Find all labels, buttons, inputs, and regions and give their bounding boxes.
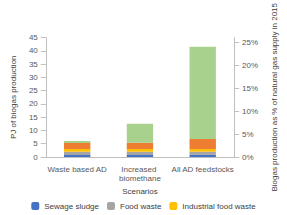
svg-text:Food waste: Food waste: [120, 202, 162, 211]
svg-text:20%: 20%: [242, 61, 258, 70]
svg-text:Scenarios: Scenarios: [122, 187, 158, 196]
svg-text:Increased: Increased: [121, 165, 158, 174]
svg-text:0%: 0%: [242, 153, 254, 162]
svg-text:Waste based AD: Waste based AD: [48, 165, 108, 174]
svg-text:35: 35: [29, 60, 38, 69]
svg-text:Sewage sludge: Sewage sludge: [44, 202, 99, 211]
svg-text:All AD feedstocks: All AD feedstocks: [172, 165, 234, 174]
svg-text:15%: 15%: [242, 84, 258, 93]
svg-text:45: 45: [29, 33, 38, 42]
svg-text:15: 15: [29, 113, 38, 122]
svg-text:PJ of biogas production: PJ of biogas production: [9, 55, 18, 139]
svg-text:Biogas production as % of natu: Biogas production as % of natural gas su…: [270, 2, 279, 191]
svg-text:0: 0: [33, 153, 38, 162]
svg-text:biomethane: biomethane: [119, 174, 161, 183]
svg-text:25: 25: [29, 86, 38, 95]
svg-text:Industrial food waste: Industrial food waste: [182, 202, 256, 211]
svg-text:5: 5: [33, 139, 38, 148]
svg-text:40: 40: [29, 46, 38, 55]
svg-text:20: 20: [29, 99, 38, 108]
svg-text:25%: 25%: [242, 38, 258, 47]
svg-text:10%: 10%: [242, 107, 258, 116]
svg-text:10: 10: [29, 126, 38, 135]
svg-text:30: 30: [29, 73, 38, 82]
svg-text:5%: 5%: [242, 130, 254, 139]
